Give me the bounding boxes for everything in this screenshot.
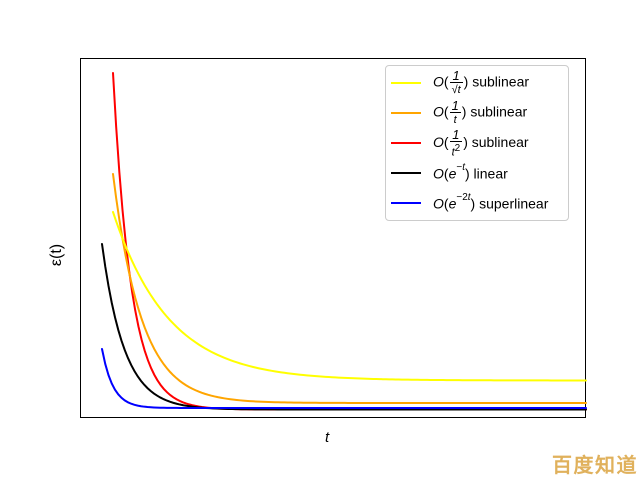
svg-text:ε(t): ε(t) [48,244,65,266]
